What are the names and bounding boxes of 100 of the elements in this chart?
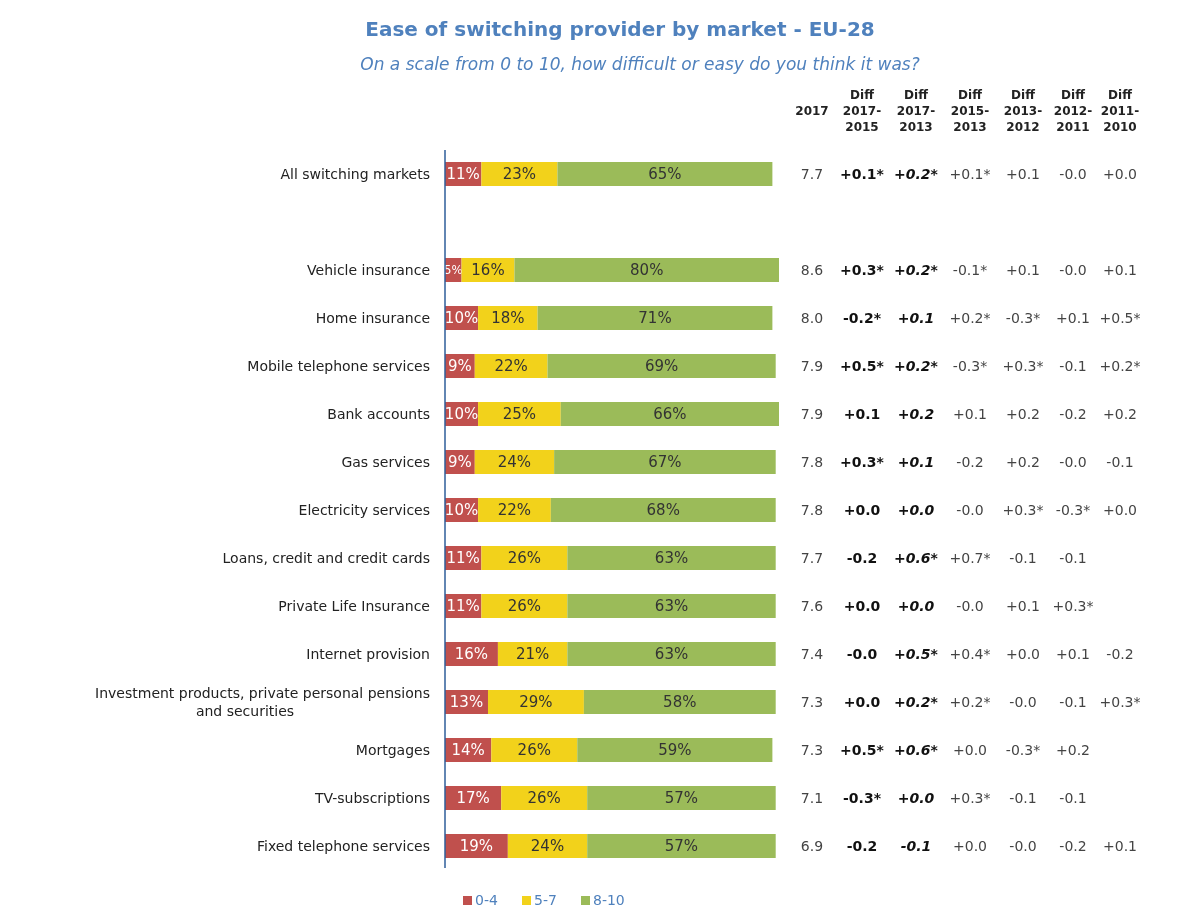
text: 8.6 +0.3* +0.2* -0.1* +0.1 -0.0 +0.1 <box>800 261 1137 278</box>
data-label: 13% <box>449 693 484 712</box>
bar <box>491 738 578 762</box>
text: 7.9 +0.1 +0.2 +0.1 +0.2 -0.2 +0.2 <box>800 405 1137 422</box>
data-label: 17% <box>456 789 490 808</box>
data-label: 63% <box>654 549 689 568</box>
data-label: 22% <box>494 357 528 376</box>
data-label: 68% <box>646 501 680 520</box>
y-tick-label: Home insurance <box>315 309 430 326</box>
bar <box>567 546 776 570</box>
data-label: 16% <box>454 645 489 664</box>
data-label: 10% <box>444 405 479 424</box>
text: 7.7 -0.2 +0.6* +0.7* -0.1 -0.1 <box>800 549 1087 566</box>
data-label: 16% <box>471 261 505 280</box>
data-label: 10% <box>444 501 479 520</box>
text: Diff 2017-2013 <box>896 88 936 134</box>
text: 7.6 +0.0 +0.0 -0.0 +0.1 +0.3* <box>800 597 1094 614</box>
text: Diff 2017-2015 <box>842 88 882 134</box>
text: Diff 2012-2011 <box>1053 88 1093 134</box>
bar <box>560 402 779 426</box>
data-label: 69% <box>644 357 679 376</box>
data-label: 9% <box>447 453 472 472</box>
y-tick-label: Mobile telephone services <box>247 357 430 374</box>
data-label: 29% <box>519 693 553 712</box>
data-label: 11% <box>446 597 480 616</box>
legend-label: 8-10 <box>593 892 625 906</box>
bar <box>557 162 773 186</box>
y-tick-label: Private Life Insurance <box>278 597 430 614</box>
bar <box>587 786 776 810</box>
text: 8.0 -0.2* +0.1 +0.2* -0.3* +0.1 +0.5* <box>800 309 1141 326</box>
bar <box>567 642 776 666</box>
bar <box>537 306 773 330</box>
bar <box>550 498 776 522</box>
data-label: 11% <box>446 165 480 184</box>
y-tick-label: TV-subscriptions <box>313 789 430 806</box>
text: 7.7 +0.1* +0.2* +0.1* +0.1 -0.0 +0.0 <box>800 165 1137 182</box>
y-tick-label: Fixed telephone services <box>256 837 430 854</box>
y-tick-label: Vehicle insurance <box>307 261 430 278</box>
data-label: 11% <box>446 549 480 568</box>
data-label: 21% <box>515 645 550 664</box>
data-label: 18% <box>491 309 525 328</box>
data-label: 65% <box>648 165 682 184</box>
y-tick-label: Investment products, private personal pensions and securities <box>95 684 430 719</box>
data-label: 24% <box>497 453 532 472</box>
bar <box>481 546 568 570</box>
data-label: 26% <box>527 789 561 808</box>
data-label: 19% <box>459 837 494 856</box>
data-label: 71% <box>638 309 672 328</box>
data-label: 57% <box>664 837 699 856</box>
y-tick-label: Loans, credit and credit cards <box>222 549 430 566</box>
data-label: 22% <box>497 501 532 520</box>
data-label: 63% <box>654 645 689 664</box>
bar <box>487 690 584 714</box>
y-tick-label: Mortgages <box>355 741 430 758</box>
bar <box>481 594 568 618</box>
legend-label: 0-4 <box>475 892 498 906</box>
text: Diff 2013-2012 <box>1003 88 1043 134</box>
text: 7.9 +0.5* +0.2* -0.3* +0.3* -0.1 +0.2* <box>800 357 1141 374</box>
text: 7.4 -0.0 +0.5* +0.4* +0.0 +0.1 -0.2 <box>800 645 1134 662</box>
bar <box>583 690 776 714</box>
text: 6.9 -0.2 -0.1 +0.0 -0.0 -0.2 +0.1 <box>800 837 1137 854</box>
text: 7.3 +0.5* +0.6* +0.0 -0.3* +0.2 <box>800 741 1090 758</box>
chart-title: Ease of switching provider by market - EU-28 <box>365 17 875 41</box>
bar <box>577 738 773 762</box>
y-tick-label: Internet provision <box>306 645 430 662</box>
bar <box>567 594 776 618</box>
bar <box>501 786 588 810</box>
text: 2017 <box>795 104 829 118</box>
text: 7.3 +0.0 +0.2* +0.2* -0.0 -0.1 +0.3* <box>800 693 1141 710</box>
text: Diff 2011-2010 <box>1100 88 1140 134</box>
data-label: 63% <box>654 597 689 616</box>
data-label: 26% <box>507 597 542 616</box>
legend-label: 5-7 <box>534 892 557 906</box>
data-label: 25% <box>502 405 537 424</box>
text: 7.8 +0.3* +0.1 -0.2 +0.2 -0.0 -0.1 <box>800 453 1134 470</box>
y-tick-label: All switching markets <box>280 165 430 182</box>
text: 7.1 -0.3* +0.0 +0.3* -0.1 -0.1 <box>800 789 1087 806</box>
data-label: 58% <box>663 693 697 712</box>
bar <box>547 354 776 378</box>
y-tick-label: Bank accounts <box>327 405 430 422</box>
data-label: 14% <box>451 741 485 760</box>
bar <box>478 402 561 426</box>
data-label: 57% <box>664 789 699 808</box>
data-label: 26% <box>517 741 551 760</box>
chart-subtitle: On a scale from 0 to 10, how difficult or easy do you think it was? <box>360 54 920 74</box>
data-label: 26% <box>507 549 542 568</box>
data-label: 24% <box>530 837 565 856</box>
y-tick-label: Electricity services <box>298 501 430 518</box>
text: 7.8 +0.0 +0.0 -0.0 +0.3* -0.3* +0.0 <box>800 501 1137 518</box>
y-tick-label: Gas services <box>341 453 430 470</box>
bar <box>554 450 776 474</box>
data-label: 23% <box>502 165 537 184</box>
bar <box>514 258 779 282</box>
data-label: 59% <box>658 741 692 760</box>
data-label: 80% <box>630 261 664 280</box>
bar <box>587 834 776 858</box>
data-label: 67% <box>648 453 682 472</box>
data-label: 9% <box>447 357 472 376</box>
data-label: 10% <box>444 309 479 328</box>
data-label: 66% <box>653 405 687 424</box>
